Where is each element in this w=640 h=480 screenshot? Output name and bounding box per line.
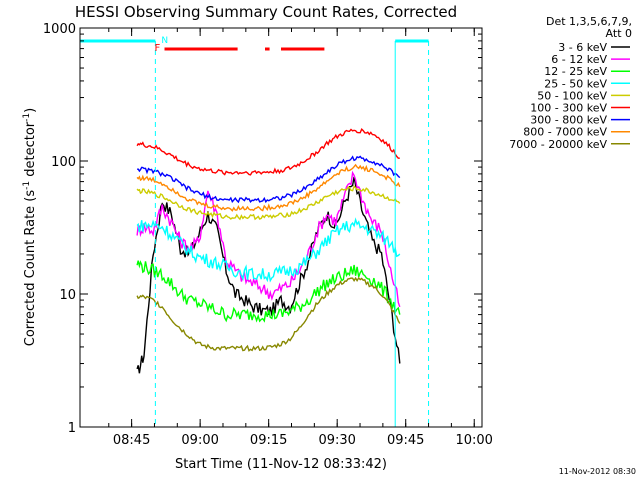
x-tick-label: 09:45 bbox=[387, 433, 424, 448]
legend-label-12-25-kev: 12 - 25 keV bbox=[544, 65, 607, 78]
x-tick-label: 09:15 bbox=[250, 433, 287, 448]
series-line-3-6-kev bbox=[136, 176, 401, 374]
legend-label-100-300-kev: 100 - 300 keV bbox=[530, 102, 607, 115]
x-tick-label: 09:30 bbox=[318, 433, 355, 448]
series-line-100-300-kev bbox=[136, 128, 400, 176]
legend-label-300-800-kev: 300 - 800 keV bbox=[530, 114, 607, 127]
chart-title: HESSI Observing Summary Count Rates, Cor… bbox=[75, 3, 457, 21]
legend-title-line-1: Det 1,3,5,6,7,9, bbox=[546, 15, 632, 28]
plot-frame bbox=[79, 27, 483, 428]
series-line-6-12-kev bbox=[136, 170, 401, 308]
legend-label-800-7000-kev: 800 - 7000 keV bbox=[523, 126, 607, 139]
legend-label-6-12-kev: 6 - 12 keV bbox=[551, 53, 607, 66]
legend-label-50-100-kev: 50 - 100 keV bbox=[537, 89, 607, 102]
legend-title-line-2: Att 0 bbox=[606, 27, 632, 40]
legend-label-25-50-kev: 25 - 50 keV bbox=[544, 77, 607, 90]
series-line-50-100-kev bbox=[136, 185, 401, 221]
series-line-300-800-kev bbox=[136, 155, 401, 204]
legend-label-7000-20000-kev: 7000 - 20000 keV bbox=[509, 138, 607, 151]
y-tick-label: 10 bbox=[59, 288, 76, 303]
timestamp: 11-Nov-2012 08:30 bbox=[559, 467, 636, 476]
x-tick-label: 09:00 bbox=[181, 433, 218, 448]
y-axis-label: Corrected Count Rate (s-1 detector-1) bbox=[22, 108, 38, 346]
night-flag-label: N bbox=[161, 36, 168, 46]
x-tick-label: 08:45 bbox=[113, 433, 150, 448]
series-line-800-7000-kev bbox=[136, 163, 401, 212]
y-tick-label: 1 bbox=[68, 421, 76, 436]
flare-flag-label: F bbox=[155, 43, 161, 54]
legend-label-3-6-kev: 3 - 6 keV bbox=[558, 41, 607, 54]
x-axis-label: Start Time (11-Nov-12 08:33:42) bbox=[175, 457, 387, 472]
series-line-12-25-kev bbox=[136, 260, 401, 323]
series-line-25-50-kev bbox=[136, 217, 401, 283]
plot-area: FN 1 10 100 1000 08:45 09:00 09:15 09:30 09:45 1… bbox=[43, 22, 493, 448]
series-line-7000-20000-kev bbox=[136, 276, 401, 352]
y-tick-label: 1000 bbox=[43, 22, 76, 37]
x-tick-label: 10:00 bbox=[455, 433, 492, 448]
y-tick-label: 100 bbox=[51, 155, 76, 170]
